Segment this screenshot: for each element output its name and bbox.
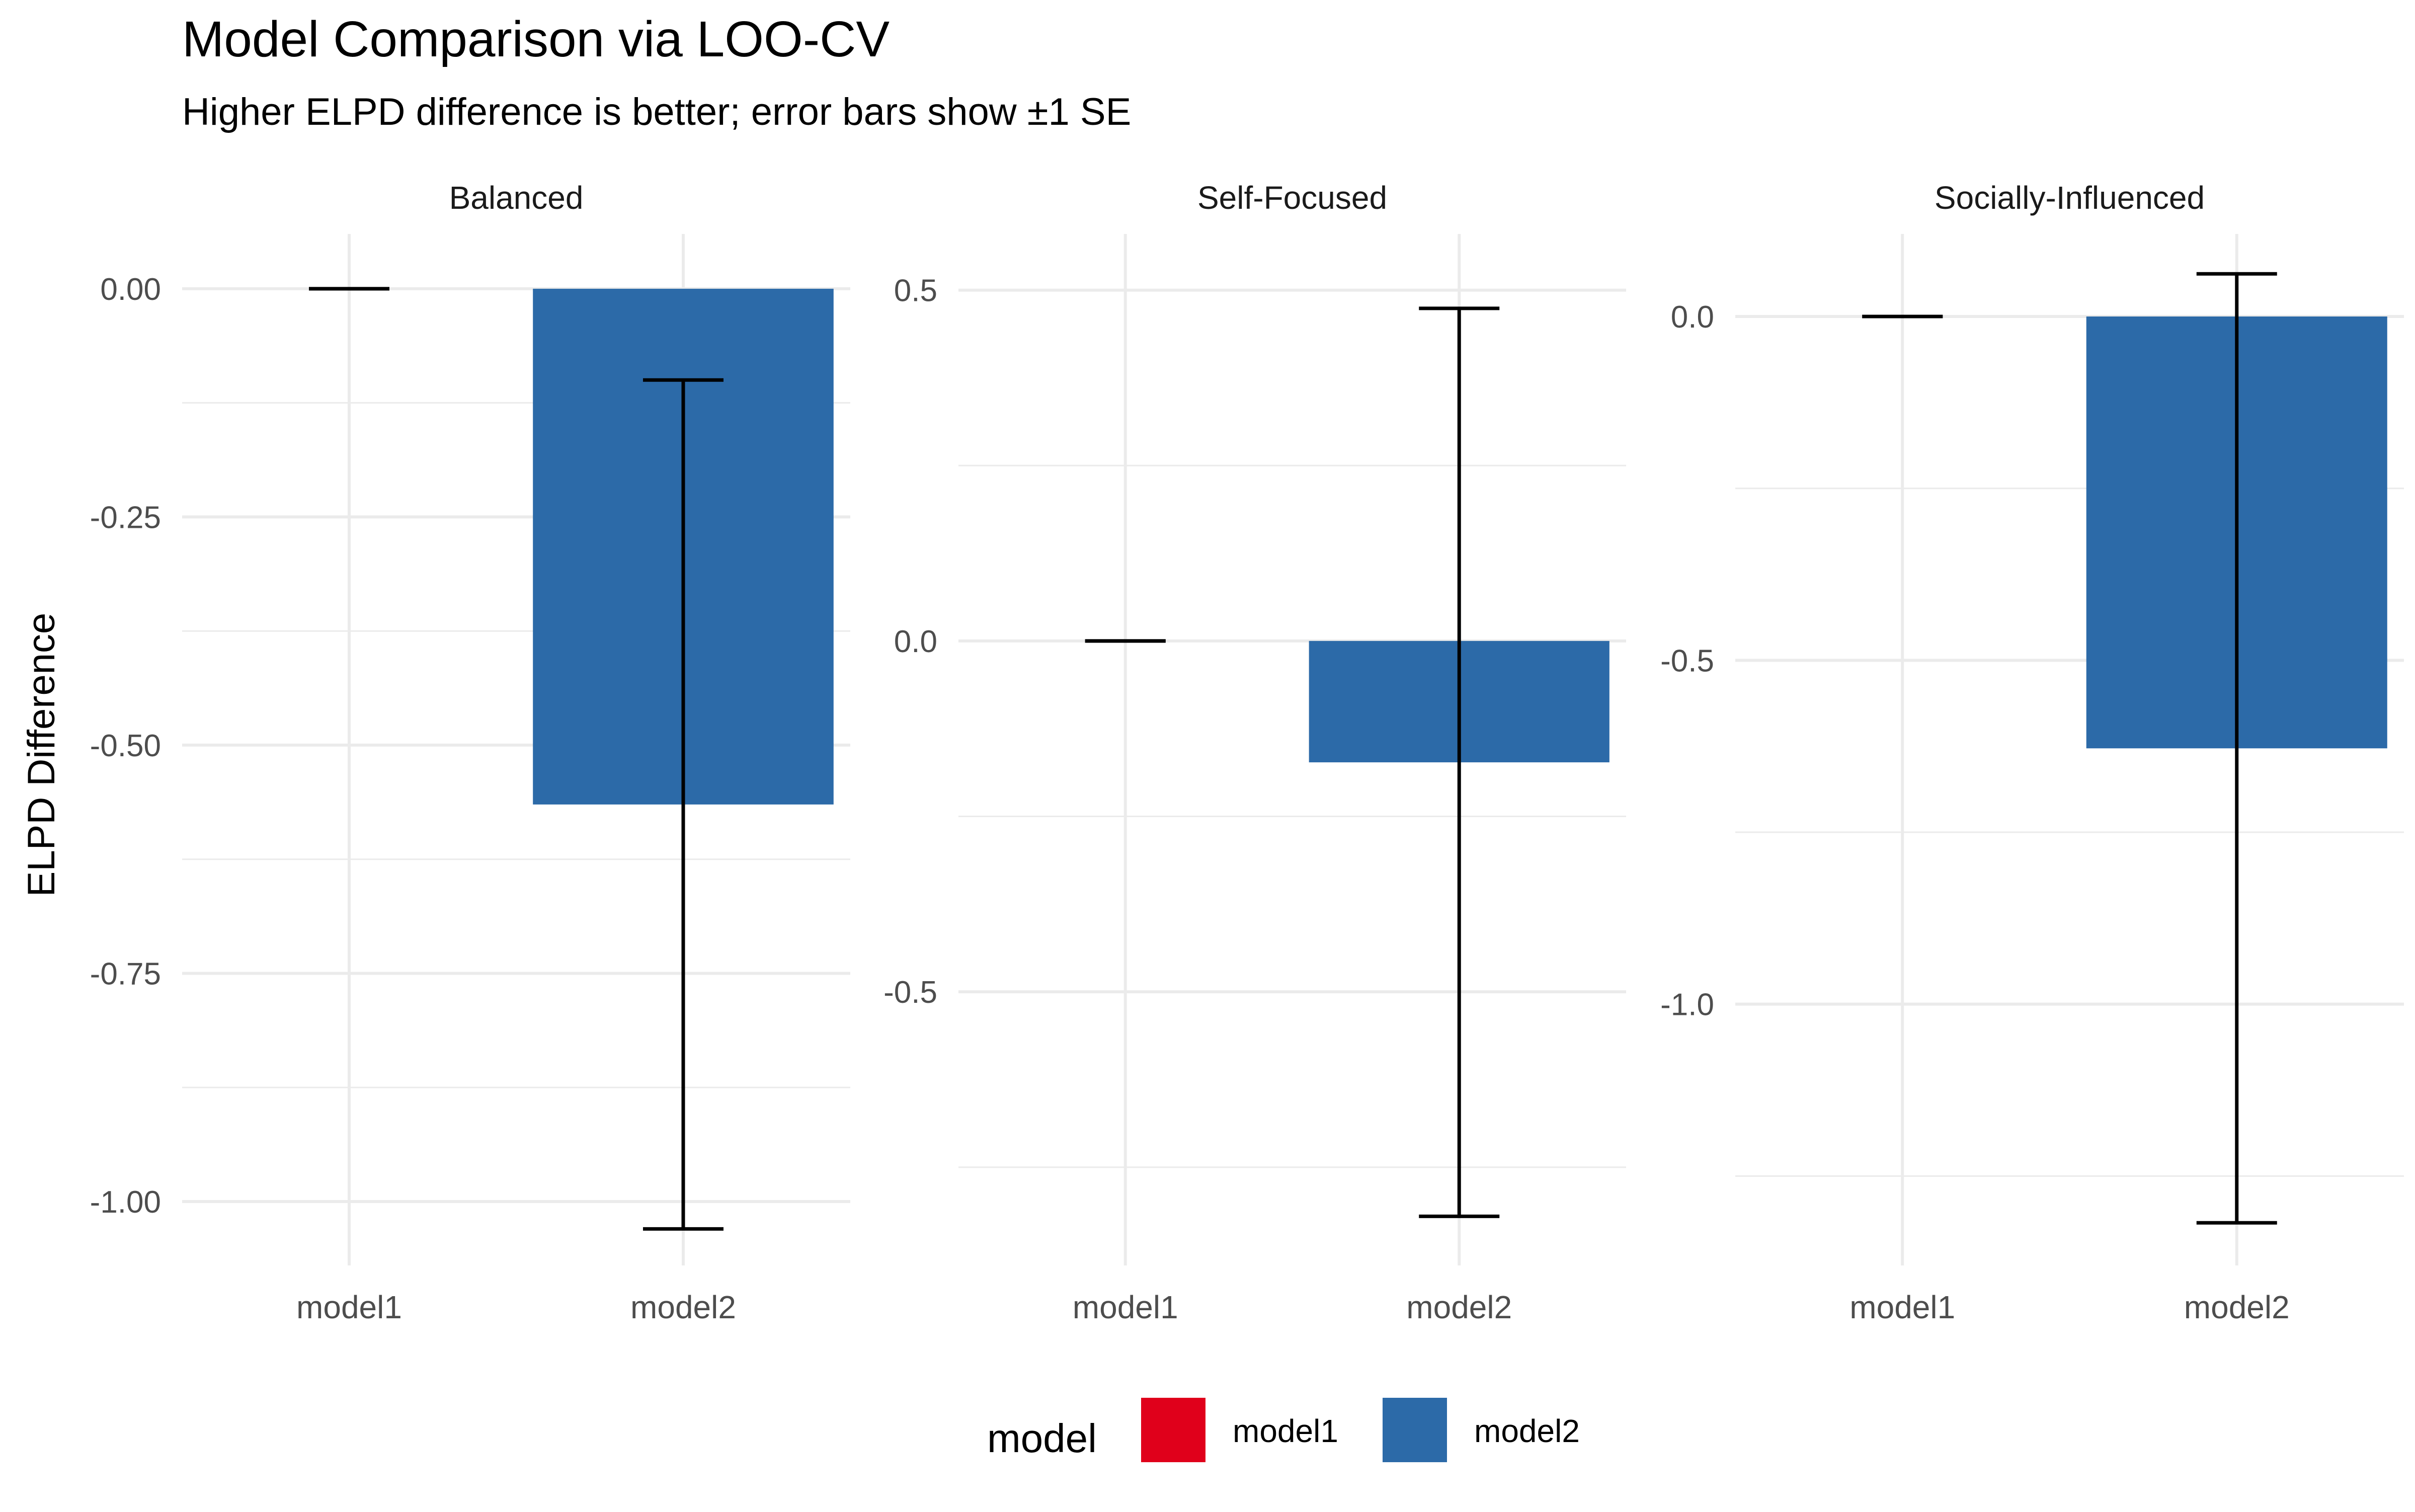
chart-title: Model Comparison via LOO-CV [182, 11, 890, 67]
x-tick-label: model2 [2184, 1289, 2290, 1325]
y-tick-label: -0.50 [90, 729, 161, 763]
panel-socially-influenced: Socially-Influenced 0.0 -0.5 -1.0 model1 mode… [1660, 180, 2404, 1325]
y-tick-label: -0.5 [1660, 644, 1714, 678]
panel-balanced: Balanced 0.00 -0.25 -0.50 -0.75 -1.00 model1 mo… [90, 180, 850, 1325]
legend-label-model2: model2 [1474, 1413, 1580, 1449]
x-tick-label: model1 [1849, 1289, 1955, 1325]
facet-panels: Balanced 0.00 -0.25 -0.50 -0.75 -1.00 model1 mo… [90, 180, 2404, 1325]
panel-self-focused: Self-Focused 0.5 0.0 -0.5 model1 model2 [883, 180, 1626, 1325]
x-tick-label: model1 [1073, 1289, 1178, 1325]
y-tick-label: -1.0 [1660, 988, 1714, 1022]
panel-strip-label: Socially-Influenced [1935, 180, 2205, 216]
y-tick-label: -1.00 [90, 1185, 161, 1220]
y-tick-label: -0.25 [90, 500, 161, 535]
x-tick-label: model2 [1406, 1289, 1512, 1325]
y-tick-label: 0.0 [1671, 300, 1714, 335]
legend: model model1 model2 [987, 1398, 1580, 1462]
y-tick-label: -0.75 [90, 957, 161, 991]
panel-strip-label: Self-Focused [1197, 180, 1387, 216]
x-tick-label: model1 [296, 1289, 402, 1325]
y-tick-label: 0.0 [894, 624, 937, 659]
x-tick-label: model2 [630, 1289, 736, 1325]
y-axis-label: ELPD Difference [20, 613, 63, 897]
y-tick-label: 0.00 [100, 272, 161, 307]
panel-strip-label: Balanced [449, 180, 584, 216]
legend-key-model1 [1141, 1398, 1205, 1462]
legend-title: model [987, 1416, 1097, 1461]
legend-key-model2 [1383, 1398, 1447, 1462]
legend-label-model1: model1 [1233, 1413, 1338, 1449]
y-tick-label: -0.5 [883, 975, 937, 1010]
chart-subtitle: Higher ELPD difference is better; error … [182, 91, 1131, 133]
y-tick-label: 0.5 [894, 274, 937, 308]
